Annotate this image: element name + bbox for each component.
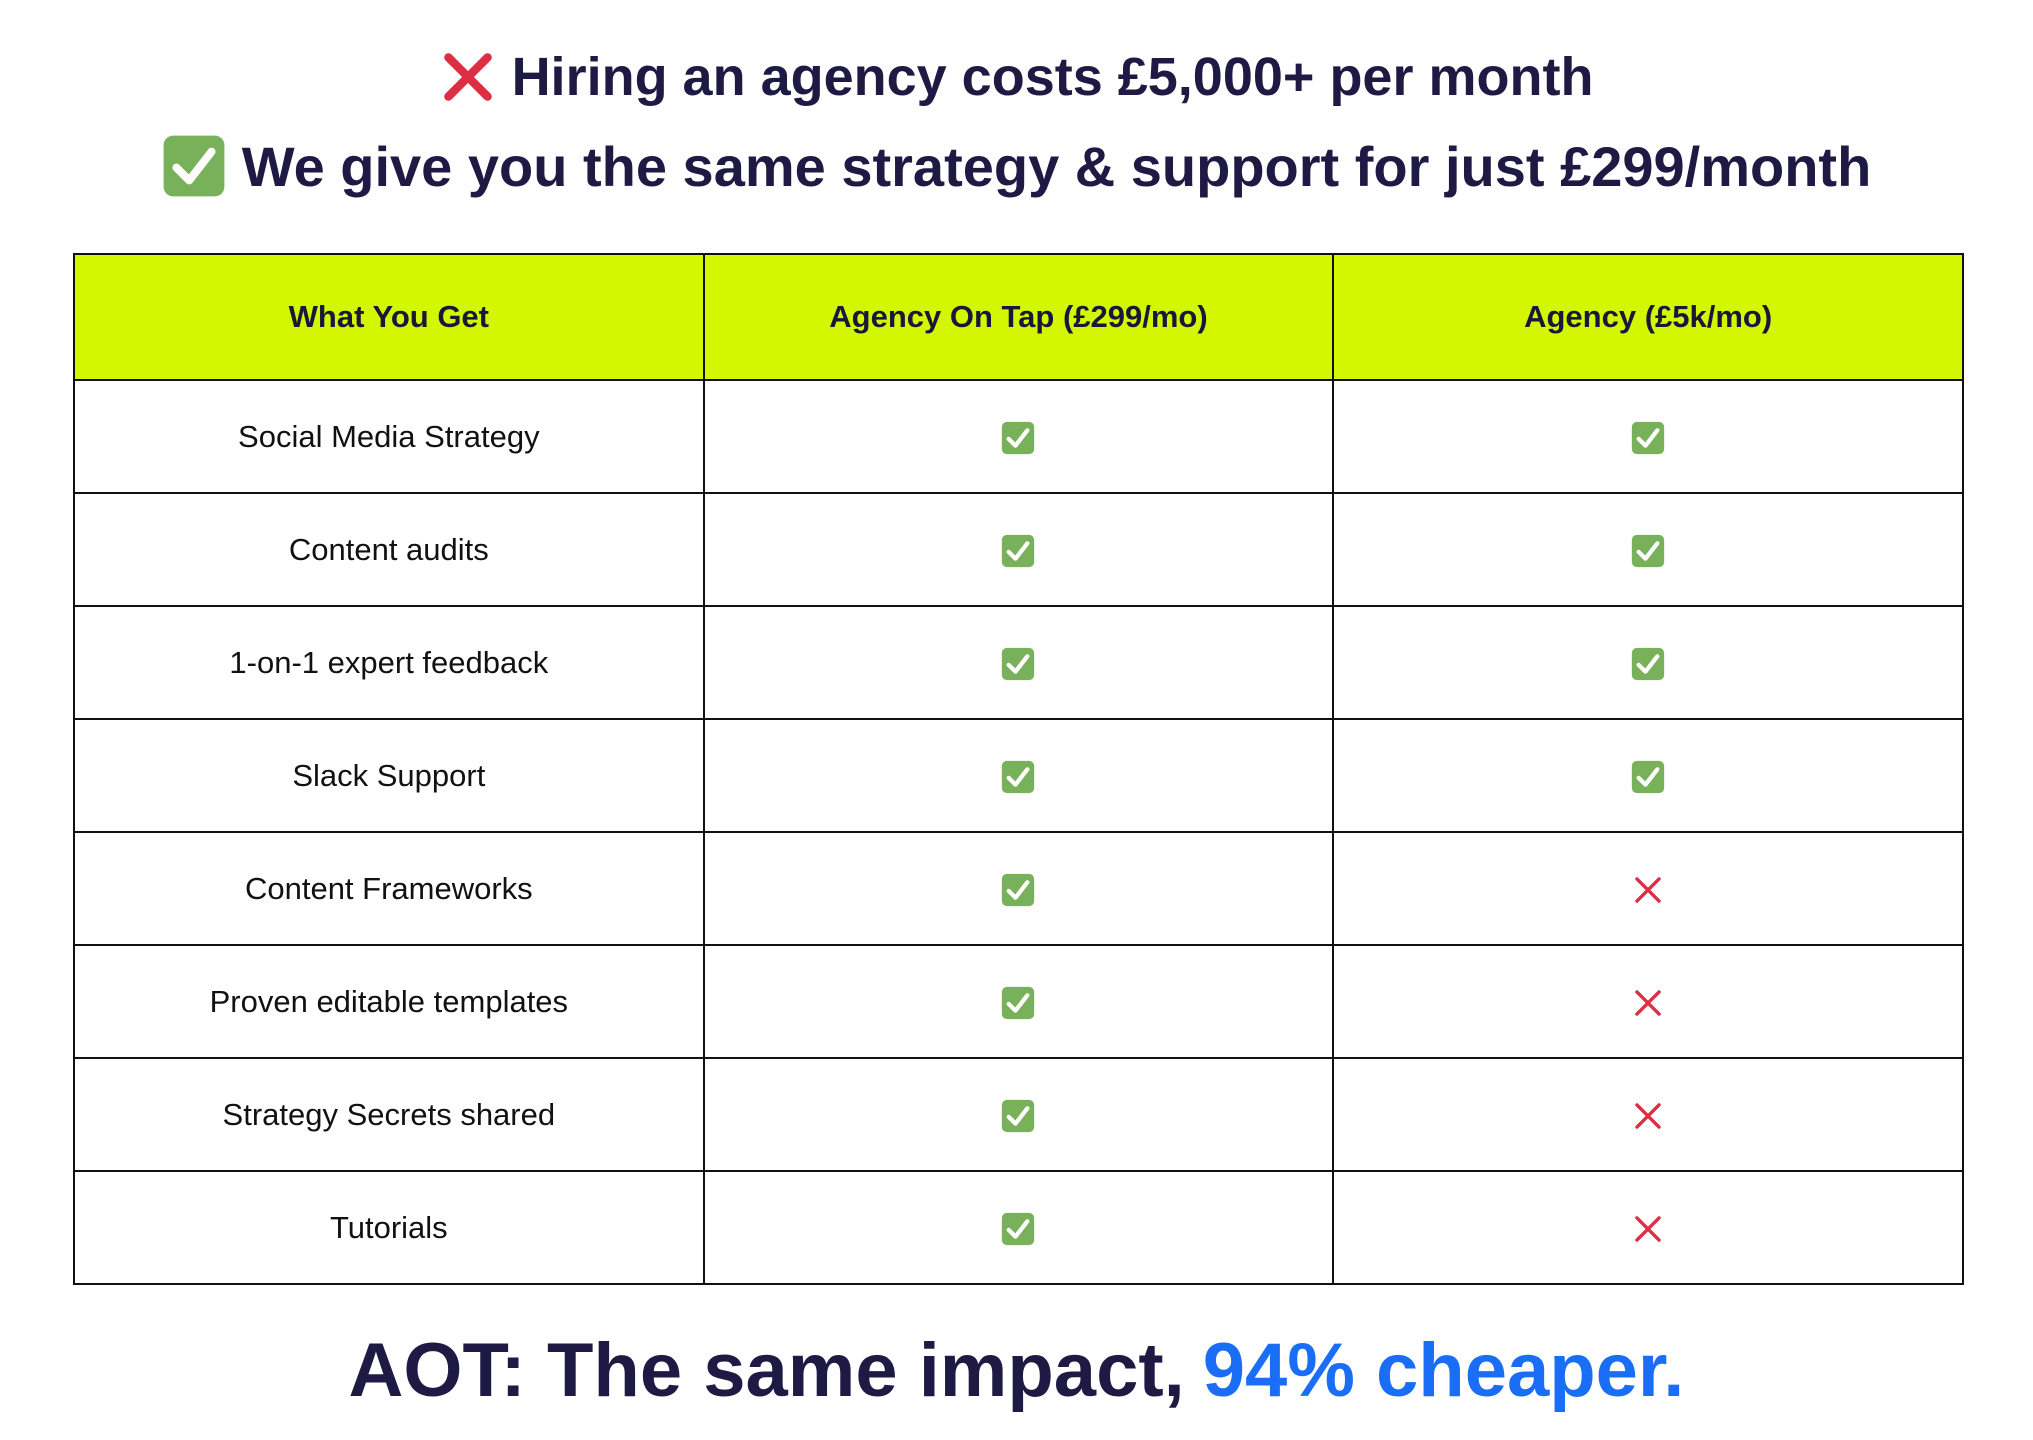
cross-icon xyxy=(1635,877,1661,903)
check-icon xyxy=(1632,760,1665,794)
cross-icon xyxy=(1635,1103,1661,1129)
status-cell xyxy=(1332,944,1964,1059)
headline-text: We give you the same strategy & support … xyxy=(241,134,1872,198)
table-row: Proven editable templates xyxy=(73,944,1964,1059)
status-cell xyxy=(1332,831,1964,946)
check-icon xyxy=(1002,986,1035,1020)
headline-text: Hiring an agency costs £5,000+ per month xyxy=(511,47,1594,107)
status-cell xyxy=(702,1057,1335,1172)
status-cell xyxy=(702,492,1335,607)
table-row: Slack Support xyxy=(73,718,1964,833)
status-cell xyxy=(1332,605,1964,720)
column-header: Agency (£5k/mo) xyxy=(1332,253,1964,381)
status-cell xyxy=(702,1170,1335,1285)
feature-cell: Social Media Strategy xyxy=(73,379,705,494)
table-row: Social Media Strategy xyxy=(73,379,1964,494)
table-row: Tutorials xyxy=(73,1170,1964,1285)
headline: Hiring an agency costs £5,000+ per month xyxy=(0,42,2033,112)
header-row: What You Get Agency On Tap (£299/mo) Agenc… xyxy=(73,253,1964,381)
feature-cell: Proven editable templates xyxy=(73,944,705,1059)
table-row: Content Frameworks xyxy=(73,831,1964,946)
feature-cell: Tutorials xyxy=(73,1170,705,1285)
table-row: Strategy Secrets shared xyxy=(73,1057,1964,1172)
check-icon xyxy=(1002,534,1035,568)
status-cell xyxy=(702,379,1335,494)
footer-highlight: 94% cheaper. xyxy=(1202,1327,1685,1413)
check-icon xyxy=(1632,647,1665,681)
check-icon xyxy=(1632,421,1665,455)
table-body: Social Media Strategy Content audits 1-on-… xyxy=(73,379,1964,1285)
comparison-table: What You Get Agency On Tap (£299/mo) Agenc… xyxy=(73,253,1964,1285)
feature-cell: Strategy Secrets shared xyxy=(73,1057,705,1172)
status-cell xyxy=(1332,1170,1964,1285)
check-icon xyxy=(1002,760,1035,794)
check-icon xyxy=(163,135,225,197)
headline: We give you the same strategy & support … xyxy=(0,128,2033,204)
column-header: Agency On Tap (£299/mo) xyxy=(702,253,1335,381)
check-icon xyxy=(1002,1099,1035,1133)
cross-icon xyxy=(1635,1216,1661,1242)
status-cell xyxy=(1332,492,1964,607)
footer-text: AOT: The same impact, xyxy=(348,1327,1185,1413)
cross-icon xyxy=(443,53,492,101)
status-cell xyxy=(702,944,1335,1059)
check-icon xyxy=(1002,421,1035,455)
status-cell xyxy=(702,831,1335,946)
feature-cell: Slack Support xyxy=(73,718,705,833)
status-cell xyxy=(702,718,1335,833)
status-cell xyxy=(1332,379,1964,494)
column-header: What You Get xyxy=(73,253,705,381)
table-row: 1-on-1 expert feedback xyxy=(73,605,1964,720)
check-icon xyxy=(1002,647,1035,681)
check-icon xyxy=(1002,1212,1035,1246)
status-cell xyxy=(702,605,1335,720)
feature-cell: 1-on-1 expert feedback xyxy=(73,605,705,720)
cross-icon xyxy=(1635,990,1661,1016)
table-row: Content audits xyxy=(73,492,1964,607)
status-cell xyxy=(1332,1057,1964,1172)
footer: AOT: The same impact, 94% cheaper. xyxy=(0,1320,2033,1420)
status-cell xyxy=(1332,718,1964,833)
check-icon xyxy=(1632,534,1665,568)
feature-cell: Content Frameworks xyxy=(73,831,705,946)
check-icon xyxy=(1002,873,1035,907)
feature-cell: Content audits xyxy=(73,492,705,607)
